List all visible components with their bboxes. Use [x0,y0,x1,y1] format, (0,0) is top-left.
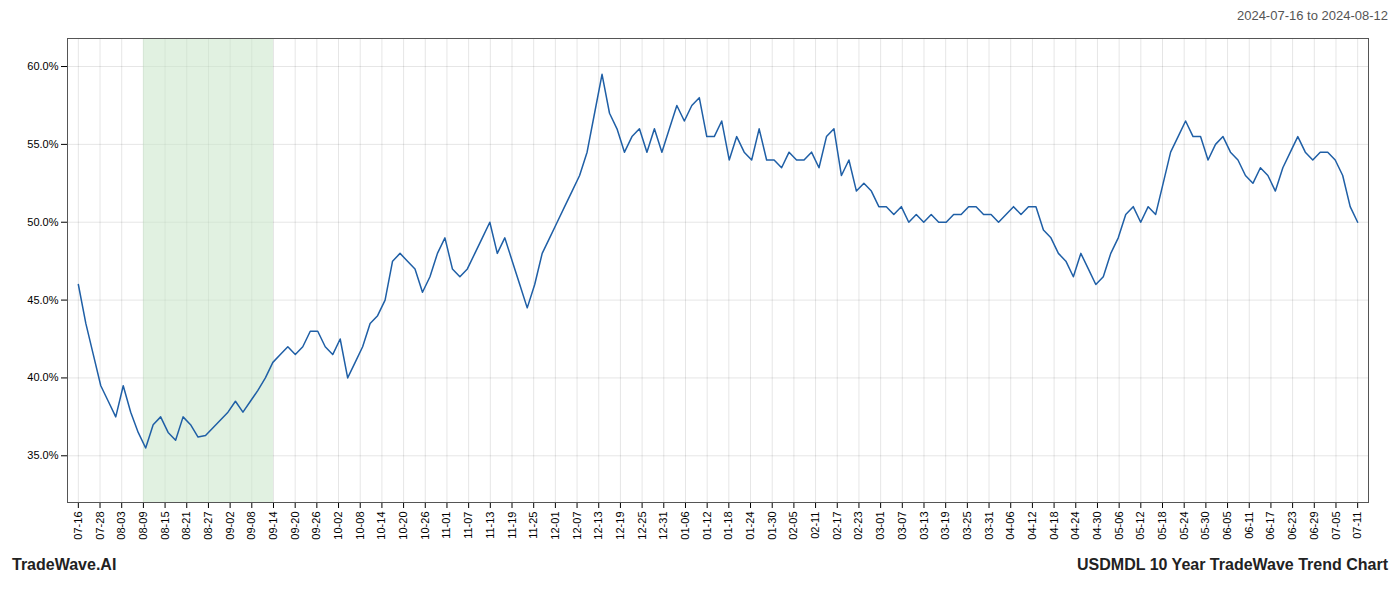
svg-text:03-31: 03-31 [983,512,995,540]
svg-text:03-07: 03-07 [896,512,908,540]
svg-text:02-11: 02-11 [809,512,821,539]
svg-text:06-05: 06-05 [1221,512,1233,540]
svg-text:07-16: 07-16 [72,512,84,540]
svg-text:05-24: 05-24 [1178,512,1190,540]
svg-text:09-08: 09-08 [245,512,257,540]
svg-text:40.0%: 40.0% [27,371,58,383]
svg-text:05-30: 05-30 [1199,512,1211,540]
svg-text:09-26: 09-26 [310,512,322,540]
svg-text:03-19: 03-19 [939,512,951,540]
svg-text:12-19: 12-19 [614,512,626,540]
svg-text:12-31: 12-31 [657,512,669,540]
svg-text:04-12: 04-12 [1026,512,1038,540]
svg-text:02-23: 02-23 [852,512,864,540]
svg-text:04-06: 04-06 [1004,512,1016,540]
svg-text:07-05: 07-05 [1329,512,1341,540]
svg-text:11-19: 11-19 [506,512,518,539]
svg-text:10-08: 10-08 [354,512,366,540]
svg-text:06-11: 06-11 [1243,512,1255,539]
svg-text:08-09: 08-09 [137,512,149,540]
svg-text:02-17: 02-17 [831,512,843,540]
svg-text:12-25: 12-25 [636,512,648,540]
svg-text:04-30: 04-30 [1091,512,1103,540]
svg-text:06-29: 06-29 [1308,512,1320,540]
svg-text:10-14: 10-14 [375,512,387,540]
svg-text:11-01: 11-01 [440,512,452,539]
svg-text:07-11: 07-11 [1351,512,1363,539]
svg-text:10-26: 10-26 [419,512,431,540]
svg-text:11-07: 11-07 [462,512,474,539]
svg-text:50.0%: 50.0% [27,216,58,228]
svg-text:11-25: 11-25 [527,512,539,539]
svg-text:60.0%: 60.0% [27,60,58,72]
svg-text:06-23: 06-23 [1286,512,1298,540]
html-text:USDMDL 10 Year TradeWave Trend: USDMDL 10 Year TradeWave Trend Chart [1077,556,1388,573]
svg-text:11-13: 11-13 [484,512,496,539]
svg-text:45.0%: 45.0% [27,294,58,306]
svg-text:05-06: 05-06 [1113,512,1125,540]
svg-text:03-01: 03-01 [874,512,886,540]
svg-text:02-05: 02-05 [787,512,799,540]
svg-text:05-18: 05-18 [1156,512,1168,540]
svg-text:12-13: 12-13 [592,512,604,540]
svg-text:07-28: 07-28 [94,512,106,540]
svg-text:01-24: 01-24 [744,512,756,540]
svg-text:10-20: 10-20 [397,512,409,540]
svg-text:08-03: 08-03 [115,512,127,540]
svg-text:03-13: 03-13 [918,512,930,540]
svg-text:55.0%: 55.0% [27,138,58,150]
svg-text:09-02: 09-02 [224,512,236,540]
svg-text:09-20: 09-20 [289,512,301,540]
svg-text:03-25: 03-25 [961,512,973,540]
svg-text:04-18: 04-18 [1048,512,1060,540]
svg-text:09-14: 09-14 [267,512,279,540]
svg-text:08-27: 08-27 [202,512,214,540]
svg-text:04-24: 04-24 [1069,512,1081,540]
svg-text:05-12: 05-12 [1134,512,1146,540]
svg-text:01-12: 01-12 [701,512,713,540]
html-text:2024-07-16 to 2024-08-12: 2024-07-16 to 2024-08-12 [1236,8,1388,23]
svg-text:08-21: 08-21 [180,512,192,540]
html-text:TradeWave.AI: TradeWave.AI [12,556,117,573]
svg-text:06-17: 06-17 [1264,512,1276,540]
svg-text:10-02: 10-02 [332,512,344,540]
svg-text:12-01: 12-01 [549,512,561,540]
svg-text:01-06: 01-06 [679,512,691,540]
svg-text:35.0%: 35.0% [27,449,58,461]
svg-text:01-30: 01-30 [766,512,778,540]
svg-text:08-15: 08-15 [159,512,171,540]
svg-text:01-18: 01-18 [722,512,734,540]
svg-text:12-07: 12-07 [571,512,583,540]
